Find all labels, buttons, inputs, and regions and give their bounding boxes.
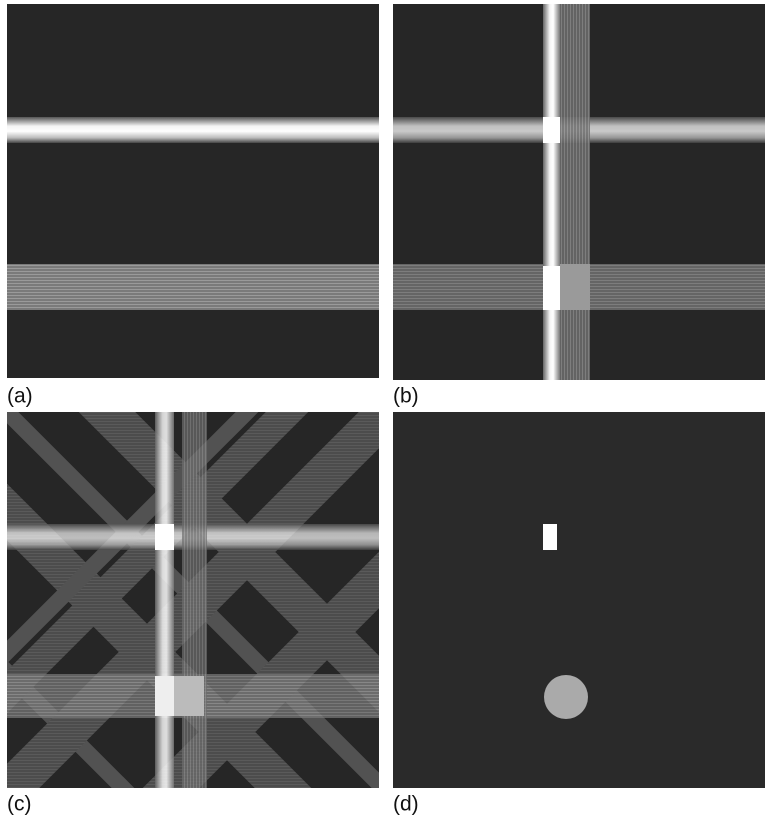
intersection: [174, 676, 204, 716]
band: [560, 4, 590, 380]
band: [7, 412, 259, 664]
band: [182, 412, 207, 788]
intersection: [560, 264, 590, 310]
panel-a: [7, 4, 379, 378]
band: [7, 660, 135, 788]
panel-b: [393, 4, 765, 380]
disc-object: [544, 675, 588, 719]
band: [543, 4, 560, 380]
panel-label: (d): [393, 793, 419, 816]
background: [393, 412, 765, 788]
intersection: [155, 524, 174, 550]
band: [7, 117, 379, 143]
panel-label: (b): [393, 385, 419, 408]
panel-label: (c): [7, 793, 32, 816]
band: [7, 412, 379, 788]
band: [7, 412, 309, 714]
rectangle-object: [543, 524, 557, 550]
panel-label: (a): [7, 385, 33, 408]
band: [7, 264, 379, 310]
intersection: [155, 676, 174, 716]
panel-d: [393, 412, 765, 788]
intersection: [543, 117, 560, 143]
band: [155, 412, 174, 788]
panel-c: [7, 412, 379, 788]
intersection: [543, 266, 560, 310]
background: [7, 4, 379, 378]
